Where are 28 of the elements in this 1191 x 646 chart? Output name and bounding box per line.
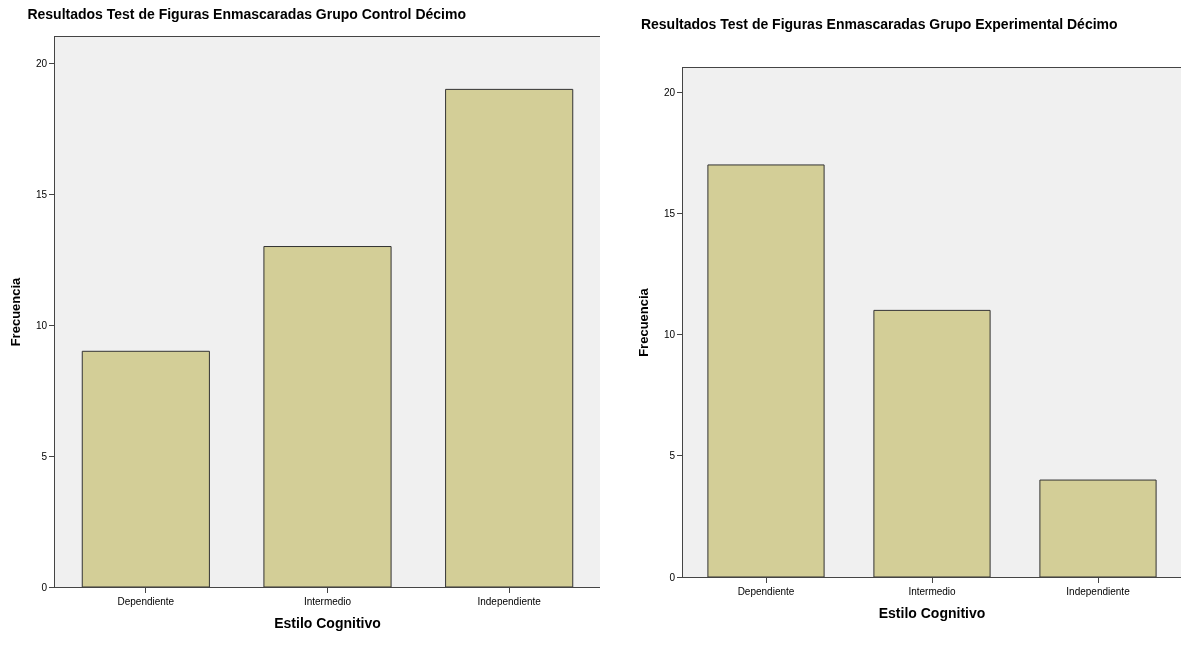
y-tick-label: 10 [35, 319, 48, 331]
y-tick-label: 5 [41, 450, 48, 462]
x-tick-label: Independiente [477, 596, 542, 607]
y-tick-label: 0 [669, 571, 676, 583]
y-tick-label: 10 [663, 329, 676, 341]
x-tick-label: Intermedio [908, 586, 957, 597]
x-axis-title: Estilo Cognitivo [878, 605, 986, 622]
y-axis-title: Frecuencia [635, 287, 651, 357]
chart-title: Resultados Test de Figuras Enmascaradas Grupo Experimental Décimo [640, 16, 1118, 33]
bar [445, 88, 574, 587]
x-tick-label: Dependiente [737, 586, 795, 597]
y-tick-label: 0 [41, 581, 48, 593]
y-tick-label: 20 [663, 86, 676, 98]
y-tick-label: 20 [35, 57, 48, 69]
y-tick-label: 15 [663, 207, 676, 219]
y-axis-title: Frecuencia [7, 276, 23, 347]
bar [707, 164, 825, 577]
x-tick-label: Intermedio [303, 596, 352, 607]
bar [1039, 479, 1157, 577]
chart-title: Resultados Test de Figuras Enmascaradas Grupo Control Décimo [27, 6, 466, 23]
x-tick-label: Dependiente [117, 596, 175, 607]
y-tick-label: 5 [669, 450, 676, 462]
y-tick-label: 15 [35, 188, 48, 200]
bar [263, 246, 392, 587]
bar [81, 350, 210, 587]
x-tick-label: Independiente [1066, 586, 1131, 597]
x-axis-title: Estilo Cognitivo [274, 615, 381, 632]
bar [873, 309, 991, 577]
